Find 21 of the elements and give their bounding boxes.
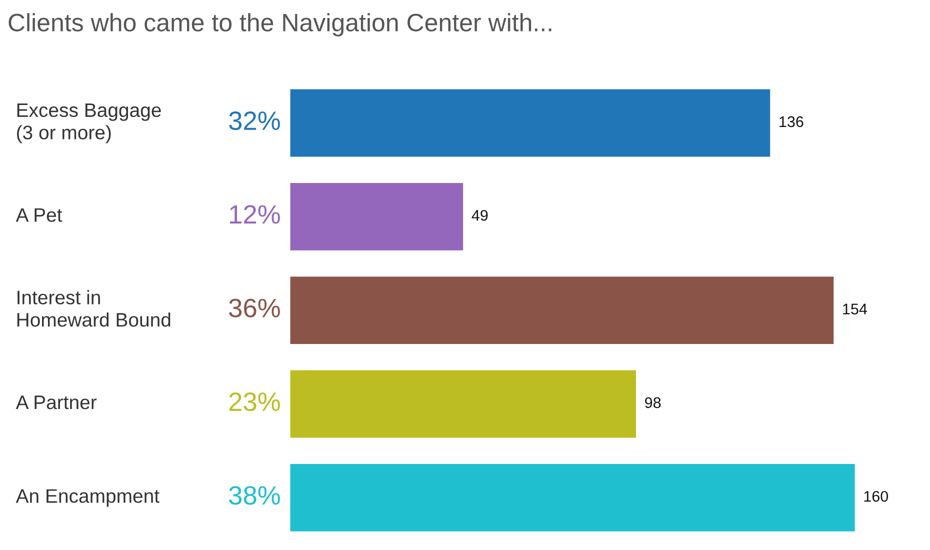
text: 32% (229, 111, 280, 130)
text: 23% (229, 392, 280, 412)
bar (290, 370, 636, 438)
y-tick-label: Interest in Homeward Bound (17, 290, 170, 327)
text: 36% (229, 298, 280, 318)
bar (290, 464, 855, 532)
bar (290, 182, 464, 250)
data-label: 154 (843, 304, 868, 314)
y-tick-label: A Partner (16, 396, 97, 410)
data-label: 49 (472, 210, 488, 221)
data-label: 160 (864, 490, 888, 502)
bar (290, 276, 834, 344)
y-tick-label: A Pet (16, 208, 62, 222)
y-tick-label: An Encampment (16, 489, 160, 507)
y-tick-label: Excess Baggage (3 or more) (17, 103, 161, 144)
text: 12% (230, 205, 280, 224)
data-label: 136 (780, 116, 804, 128)
chart-title: Clients who came to the Navigation Center with... (8, 13, 552, 36)
text: 38% (229, 486, 280, 505)
data-label: 98 (645, 397, 661, 408)
bar (290, 89, 770, 157)
